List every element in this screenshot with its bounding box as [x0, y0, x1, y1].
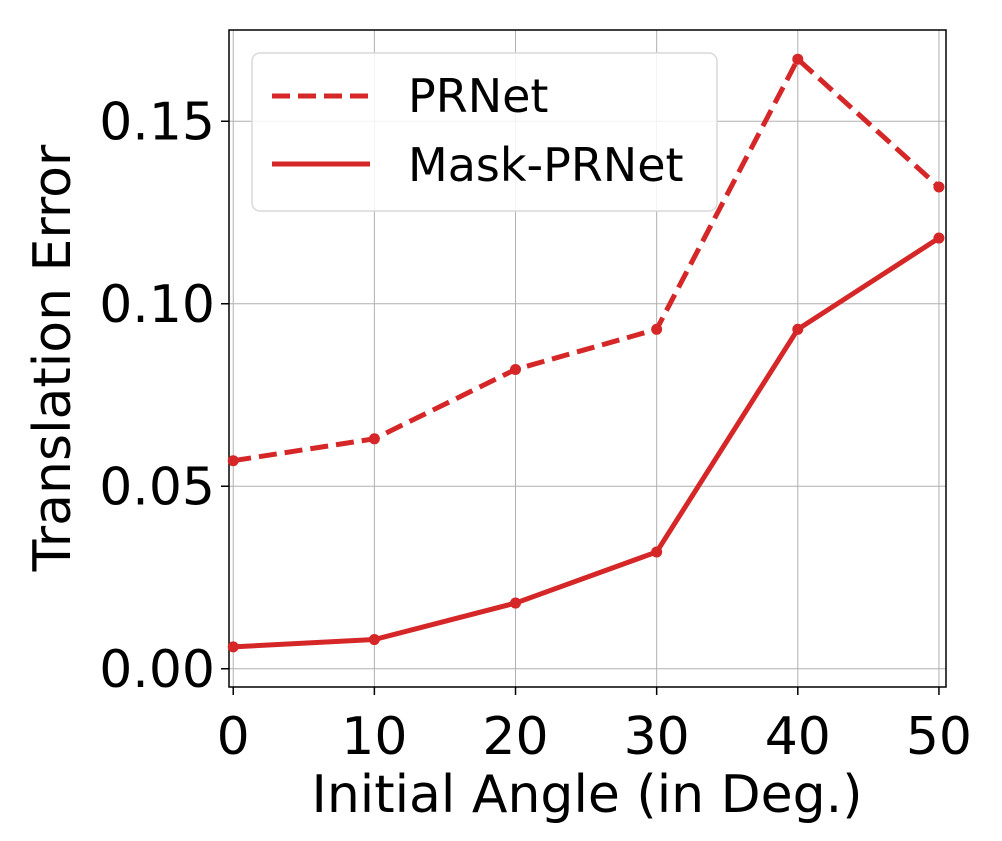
- data-point-prnet: [368, 433, 380, 445]
- x-axis-title: Initial Angle (in Deg.): [311, 765, 862, 825]
- x-tick-label: 10: [341, 707, 407, 767]
- data-point-prnet: [792, 53, 804, 65]
- data-point-mask-prnet: [227, 641, 239, 653]
- data-point-mask-prnet: [651, 546, 663, 558]
- data-point-prnet: [510, 363, 522, 375]
- data-point-mask-prnet: [933, 232, 945, 244]
- y-axis-title: Translation Error: [23, 144, 83, 572]
- legend-label-mask-prnet: Mask-PRNet: [408, 138, 684, 192]
- y-tick-label: 0.15: [99, 92, 215, 152]
- legend: PRNet Mask-PRNet: [251, 52, 718, 212]
- data-point-prnet: [651, 323, 663, 335]
- x-tick-label: 40: [765, 707, 831, 767]
- x-tick-label: 50: [906, 707, 972, 767]
- legend-label-prnet: PRNet: [408, 69, 548, 123]
- data-point-mask-prnet: [368, 634, 380, 646]
- y-tick-label: 0.05: [99, 457, 215, 517]
- ticks: 0 10 20 30 40 50 0.00 0.05 0.10 0.15: [99, 92, 972, 767]
- data-point-mask-prnet: [792, 323, 804, 335]
- series-line-prnet: [232, 56, 941, 464]
- data-point-prnet: [227, 455, 239, 467]
- data-point-prnet: [933, 181, 945, 193]
- legend-box: [251, 52, 718, 212]
- data-point-mask-prnet: [510, 597, 522, 609]
- series-line-mask-prnet: [233, 235, 941, 650]
- plot-frame: [228, 29, 947, 688]
- y-tick-label: 0.00: [99, 640, 215, 700]
- series-layer: [227, 53, 945, 653]
- y-tick-label: 0.10: [99, 275, 215, 335]
- x-tick-label: 20: [482, 707, 548, 767]
- x-tick-label: 0: [217, 707, 250, 767]
- x-tick-label: 30: [624, 707, 690, 767]
